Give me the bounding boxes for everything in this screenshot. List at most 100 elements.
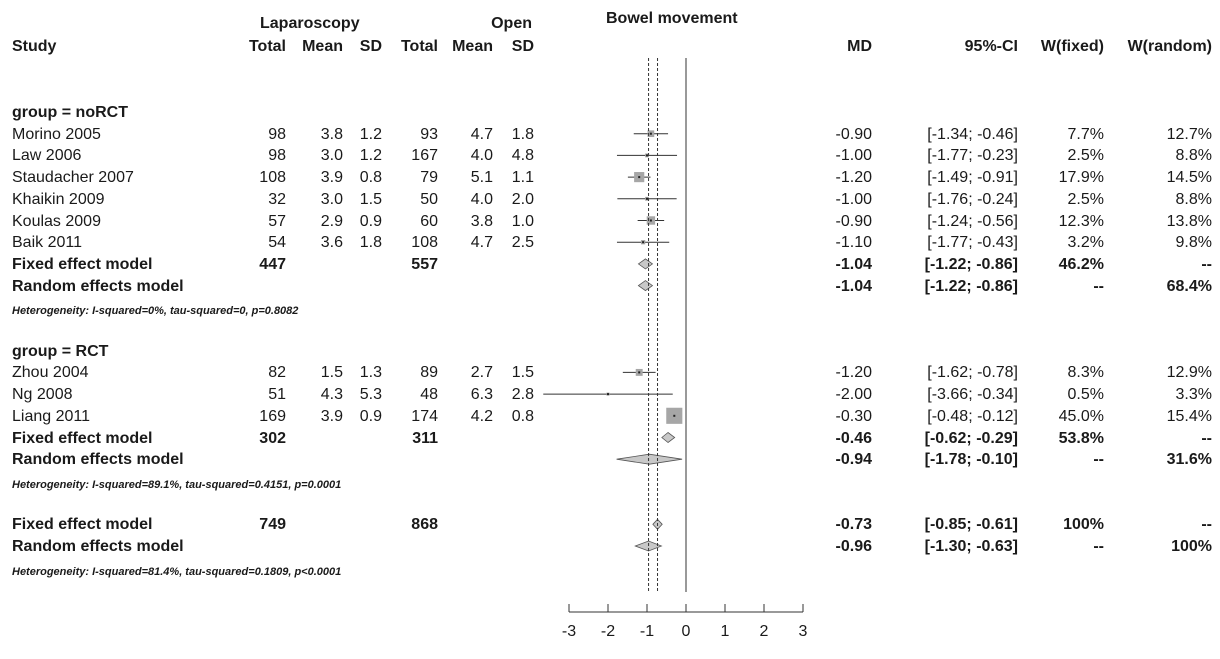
header-lap-mean: Mean [302, 38, 343, 55]
cell-wr: 15.4% [1166, 407, 1212, 425]
header-open-total: Total [400, 38, 438, 55]
cell-study: Liang 2011 [12, 407, 90, 425]
cell-lm: 3.8 [320, 125, 343, 143]
cell-study: Law 2006 [12, 147, 82, 165]
cell-ls: 1.3 [359, 364, 382, 382]
cell-lt: 32 [268, 190, 286, 208]
cell-md-txt: -0.73 [835, 516, 872, 534]
cell-md-txt: -1.20 [835, 169, 872, 187]
cell-wf: 12.3% [1058, 212, 1104, 230]
cell-ci: [-0.85; -0.61] [924, 516, 1018, 534]
cell-ot: 79 [420, 169, 438, 187]
cell-lm: 3.9 [320, 169, 343, 187]
x-tick-label: 1 [721, 623, 730, 640]
cell-ci: [-3.66; -0.34] [927, 386, 1018, 404]
cell-ot: 311 [412, 429, 438, 447]
header-lap-total: Total [248, 38, 286, 55]
cell-os: 1.0 [511, 212, 534, 230]
cell-lt: 98 [268, 147, 286, 165]
plot-title: Bowel movement [606, 10, 738, 27]
cell-wr: 8.8% [1175, 147, 1212, 165]
cell-os: 1.8 [511, 125, 534, 143]
x-tick-label: -3 [562, 623, 576, 640]
cell-ot: 50 [420, 190, 438, 208]
cell-wf: 100% [1063, 516, 1104, 534]
cell-os: 1.1 [511, 169, 534, 187]
cell-os: 2.0 [511, 190, 534, 208]
cell-lt: 82 [268, 364, 286, 382]
cell-study: Random effects model [12, 277, 184, 295]
cell-md-txt: -1.20 [835, 364, 872, 382]
cell-wf: 45.0% [1058, 407, 1104, 425]
cell-lm: 2.9 [320, 212, 343, 230]
cell-lt: 108 [259, 169, 286, 187]
cell-ci: [-1.78; -0.10] [924, 451, 1018, 469]
cell-ci: [-1.49; -0.91] [927, 169, 1018, 187]
cell-md-txt: -0.46 [835, 429, 872, 447]
header-lap-sd: SD [359, 38, 382, 55]
header-w-fixed: W(fixed) [1040, 38, 1104, 55]
cell-ci: [-1.24; -0.56] [927, 212, 1018, 230]
cell-md-txt: -2.00 [835, 386, 872, 404]
cell-wr: 100% [1171, 538, 1212, 555]
cell-md-txt: -1.04 [835, 255, 872, 273]
cell-om: 6.3 [470, 386, 493, 404]
random-diamond [616, 453, 683, 465]
cell-om: 4.7 [470, 234, 493, 252]
cell-study: Staudacher 2007 [12, 169, 134, 187]
cell-lt: 447 [259, 255, 286, 273]
cell-wf: 53.8% [1058, 429, 1104, 447]
cell-om: 4.0 [470, 147, 493, 165]
cell-wr: 8.8% [1175, 190, 1212, 208]
cell-ls: 1.5 [359, 190, 382, 208]
cell-study: Ng 2008 [12, 386, 73, 404]
cell-lt: 749 [259, 516, 286, 534]
cell-wf: 0.5% [1067, 386, 1104, 404]
cell-wr: 68.4% [1166, 277, 1212, 295]
cell-md-txt: -1.00 [835, 147, 872, 165]
cell-om: 4.0 [470, 190, 493, 208]
cell-ci: [-0.48; -0.12] [927, 407, 1018, 425]
cell-md-txt: -0.94 [835, 451, 872, 469]
cell-ls: 0.9 [359, 212, 382, 230]
cell-ls: 1.2 [359, 125, 382, 143]
cell-study: Koulas 2009 [12, 212, 101, 230]
cell-ot: 174 [411, 407, 438, 425]
cell-lm: 1.5 [320, 364, 343, 382]
random-diamond [637, 280, 654, 292]
cell-lt: 98 [268, 125, 286, 143]
cell-wr: -- [1201, 255, 1212, 273]
cell-om: 5.1 [470, 169, 493, 187]
cell-wf: 2.5% [1067, 190, 1104, 208]
cell-os: 2.5 [511, 234, 534, 252]
cell-study: Zhou 2004 [12, 364, 89, 382]
cell-ls: 0.8 [359, 169, 382, 187]
cell-ci: [-1.34; -0.46] [927, 125, 1018, 143]
cell-study: Khaikin 2009 [12, 190, 105, 208]
cell-os: 4.8 [511, 147, 534, 165]
cell-ot: 60 [420, 212, 438, 230]
study-point [646, 154, 648, 157]
cell-lm: 3.6 [320, 234, 343, 252]
cell-lm: 4.3 [320, 386, 343, 404]
cell-study: Heterogeneity: I-squared=0%, tau-squared… [12, 305, 299, 318]
cell-study: Heterogeneity: I-squared=81.4%, tau-squa… [12, 565, 342, 578]
cell-ci: [-1.77; -0.43] [927, 234, 1018, 252]
study-point [607, 393, 609, 396]
cell-ot: 557 [411, 255, 438, 273]
study-point [638, 176, 641, 179]
study-point [649, 132, 652, 135]
cell-md-txt: -0.96 [835, 538, 872, 555]
fixed-diamond [661, 431, 676, 444]
cell-wf: -- [1093, 538, 1104, 555]
cell-study: Fixed effect model [12, 516, 153, 534]
header-open-sd: SD [511, 38, 534, 55]
header-open-mean: Mean [452, 38, 493, 55]
study-point [638, 371, 641, 374]
cell-ci: [-1.62; -0.78] [927, 364, 1018, 382]
cell-study: Fixed effect model [12, 255, 153, 273]
cell-ot: 167 [411, 147, 438, 165]
cell-lm: 3.9 [320, 407, 343, 425]
cell-lm: 3.0 [320, 190, 343, 208]
